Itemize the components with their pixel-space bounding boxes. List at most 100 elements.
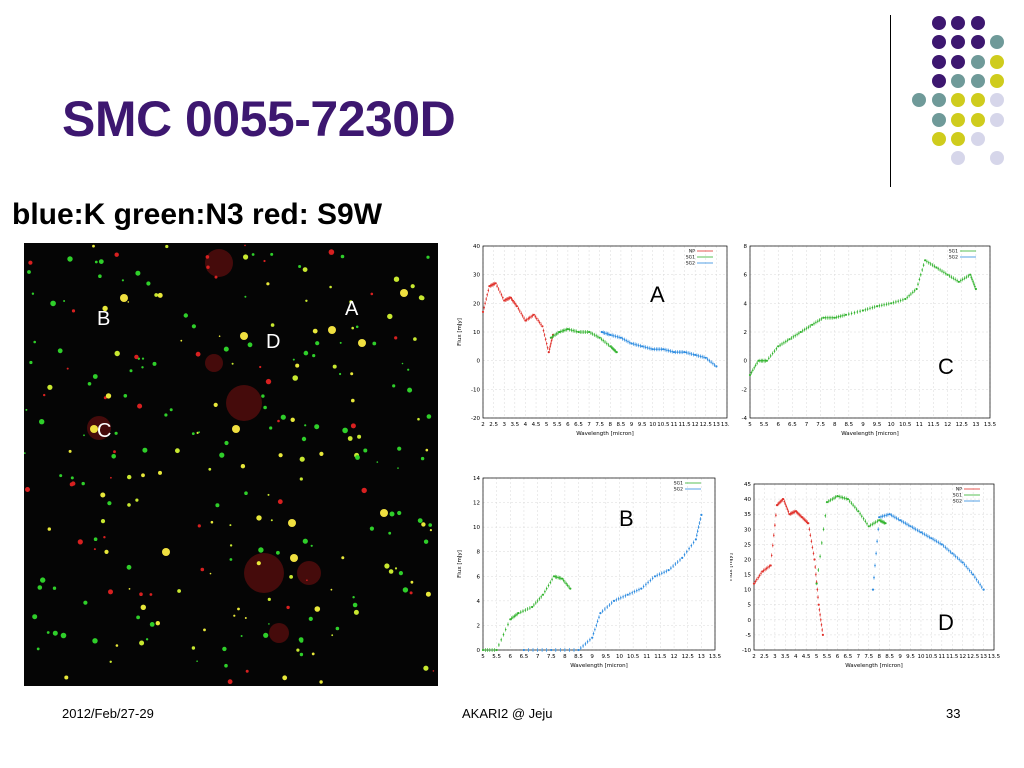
data-point <box>591 636 594 639</box>
y-tick-label: 10 <box>473 525 480 531</box>
data-point <box>931 264 934 266</box>
star <box>46 631 50 634</box>
x-tick-label: 12 <box>671 654 678 660</box>
data-point <box>484 302 486 305</box>
data-point <box>756 362 758 364</box>
data-point <box>775 514 777 516</box>
star <box>67 256 73 262</box>
data-point <box>583 331 585 333</box>
red-nebula-blob <box>297 561 321 585</box>
data-point <box>899 299 902 302</box>
data-point <box>757 359 760 362</box>
star <box>256 561 261 566</box>
decorative-dot <box>990 35 1004 50</box>
data-point <box>627 340 629 343</box>
data-point <box>619 336 622 339</box>
y-tick-label: 8 <box>744 244 748 250</box>
data-point <box>783 500 786 503</box>
data-point <box>551 578 553 581</box>
x-tick-label: 2.5 <box>760 654 769 660</box>
data-point <box>586 331 589 333</box>
x-tick-label: 3.5 <box>510 422 519 428</box>
star <box>218 335 221 337</box>
data-point <box>760 359 763 362</box>
x-tick-label: 6.5 <box>574 422 583 428</box>
star <box>259 365 262 369</box>
star <box>312 354 316 358</box>
data-point <box>813 558 816 561</box>
x-tick-label: 5.5 <box>760 422 769 428</box>
data-point <box>515 305 518 308</box>
data-point <box>615 599 618 601</box>
star <box>93 548 96 551</box>
star <box>301 436 307 442</box>
star <box>109 660 112 663</box>
data-point <box>876 540 878 543</box>
x-tick-label: 13.5 <box>709 654 722 660</box>
data-point <box>796 333 798 336</box>
data-point <box>937 267 939 270</box>
data-point <box>600 338 603 340</box>
data-point <box>666 349 668 351</box>
data-point <box>661 572 663 574</box>
data-point <box>546 347 549 349</box>
data-point <box>866 522 868 525</box>
data-point <box>803 518 805 520</box>
star <box>37 585 43 590</box>
star <box>210 520 214 524</box>
x-tick-label: 3.5 <box>781 654 790 660</box>
star <box>36 647 40 651</box>
star <box>245 669 249 673</box>
data-point <box>500 639 502 641</box>
data-point <box>846 498 849 501</box>
data-point <box>596 620 599 623</box>
data-point <box>855 508 858 510</box>
data-point <box>499 291 501 293</box>
y-tick-label: -10 <box>471 387 480 393</box>
star <box>219 452 225 458</box>
data-point <box>887 513 889 516</box>
star <box>384 563 390 569</box>
y-tick-label: 0 <box>744 359 748 365</box>
legend-label: SG2 <box>674 487 683 493</box>
star <box>92 638 98 644</box>
star <box>114 350 120 357</box>
data-point <box>551 336 554 338</box>
decorative-dot <box>931 35 946 50</box>
star <box>129 369 133 373</box>
data-point <box>963 563 966 566</box>
data-point <box>651 348 654 351</box>
star <box>388 531 392 535</box>
data-point <box>802 517 804 519</box>
data-point <box>481 310 485 313</box>
spectrum-plot-a-svg: 2 2.5 3 3.5 4 4.5 5 5.5 6 6.5 7 7.5 8 8.5 9 9.5 10 10.5 11… <box>457 244 734 437</box>
star <box>418 295 424 301</box>
star <box>134 354 139 360</box>
data-point <box>623 338 626 341</box>
data-point <box>533 604 535 606</box>
star <box>349 300 353 304</box>
data-point <box>880 515 882 518</box>
x-tick-label: 12 <box>944 422 951 428</box>
x-tick-label: 9 <box>898 654 902 660</box>
data-point <box>781 343 783 345</box>
data-point <box>925 534 927 537</box>
star <box>146 281 151 286</box>
star <box>237 607 240 611</box>
y-tick-label: 0 <box>748 618 752 624</box>
data-point <box>512 616 514 618</box>
x-tick-label: 12.5 <box>700 422 713 428</box>
star <box>108 589 113 595</box>
data-point <box>513 615 516 617</box>
data-point <box>913 289 916 292</box>
star <box>92 374 98 379</box>
data-point <box>918 278 921 281</box>
star <box>335 626 340 631</box>
star <box>214 275 218 279</box>
data-point <box>805 327 808 330</box>
star <box>200 567 205 572</box>
star <box>63 300 66 302</box>
star <box>98 274 102 278</box>
bright-star <box>328 326 336 334</box>
data-point <box>841 496 844 499</box>
